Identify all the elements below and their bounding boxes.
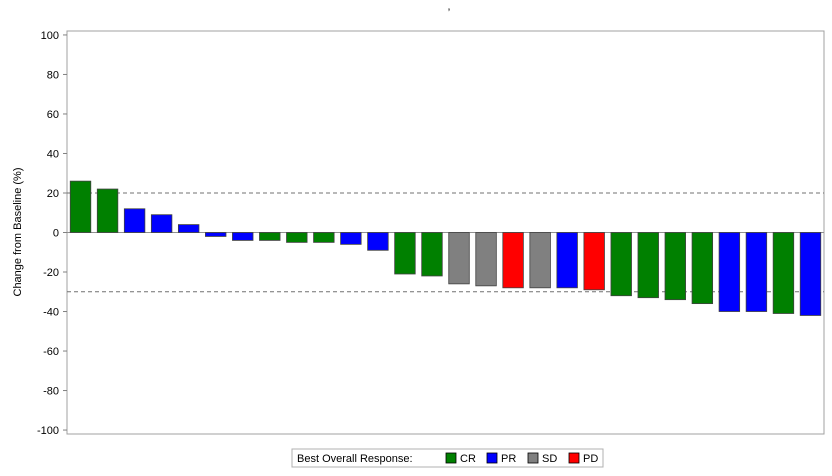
y-axis-title: Change from Baseline (%) (12, 167, 24, 296)
y-axis-ticks: 100 80 60 40 20 0 -20 -40 -60 -80 -100 (37, 30, 67, 437)
y-tick-label: -60 (43, 346, 59, 358)
bar-cr (637, 232, 659, 299)
bar-cr (772, 232, 795, 314)
bar-pr (340, 232, 362, 245)
bar-pd (583, 232, 605, 291)
bar-pd (502, 232, 524, 289)
legend-title: Best Overall Response: (297, 453, 413, 465)
bars (69, 180, 822, 316)
bar-cr (610, 232, 632, 297)
y-tick-label: -80 (43, 386, 59, 398)
chart-title: ’ (448, 7, 450, 19)
bar-cr (664, 232, 686, 301)
bar-cr (69, 180, 92, 233)
legend-items: CR PR SD PD (445, 452, 598, 465)
y-tick-label: 0 (53, 228, 59, 240)
legend-swatch-cr (445, 452, 457, 464)
bar-pr (123, 208, 146, 233)
bar-cr (394, 232, 416, 275)
legend-swatch-sd (527, 452, 539, 464)
bar-pr (799, 232, 822, 316)
bar-cr (286, 232, 308, 243)
bar-pr (367, 232, 389, 251)
legend: Best Overall Response: CR PR SD PD (291, 448, 604, 468)
bar-cr (259, 232, 281, 241)
bar-sd (529, 232, 551, 289)
legend-label-pr: PR (501, 453, 516, 465)
bar-cr (691, 232, 714, 305)
bar-pr (150, 214, 173, 233)
legend-swatch-pd (568, 452, 580, 464)
bar-pr (718, 232, 741, 312)
bar-cr (313, 232, 335, 243)
bar-sd (475, 232, 497, 287)
y-tick-label: -20 (43, 267, 59, 279)
bar-cr (421, 232, 443, 277)
legend-label-cr: CR (460, 453, 476, 465)
bar-pr (232, 232, 254, 241)
bar-pr (556, 232, 578, 289)
y-tick-label: 80 (47, 69, 59, 81)
legend-label-pd: PD (583, 453, 598, 465)
legend-swatch-pr (486, 452, 498, 464)
y-tick-label: -100 (37, 425, 59, 437)
y-tick-label: 100 (41, 30, 59, 42)
y-tick-label: 20 (47, 188, 59, 200)
bar-cr (96, 188, 119, 233)
legend-label-sd: SD (542, 453, 557, 465)
bar-sd (448, 232, 470, 285)
y-tick-label: -40 (43, 307, 59, 319)
bar-pr (745, 232, 768, 312)
y-tick-label: 40 (47, 148, 59, 160)
bar-pr (205, 232, 227, 237)
y-tick-label: 60 (47, 109, 59, 121)
bar-pr (177, 224, 200, 233)
